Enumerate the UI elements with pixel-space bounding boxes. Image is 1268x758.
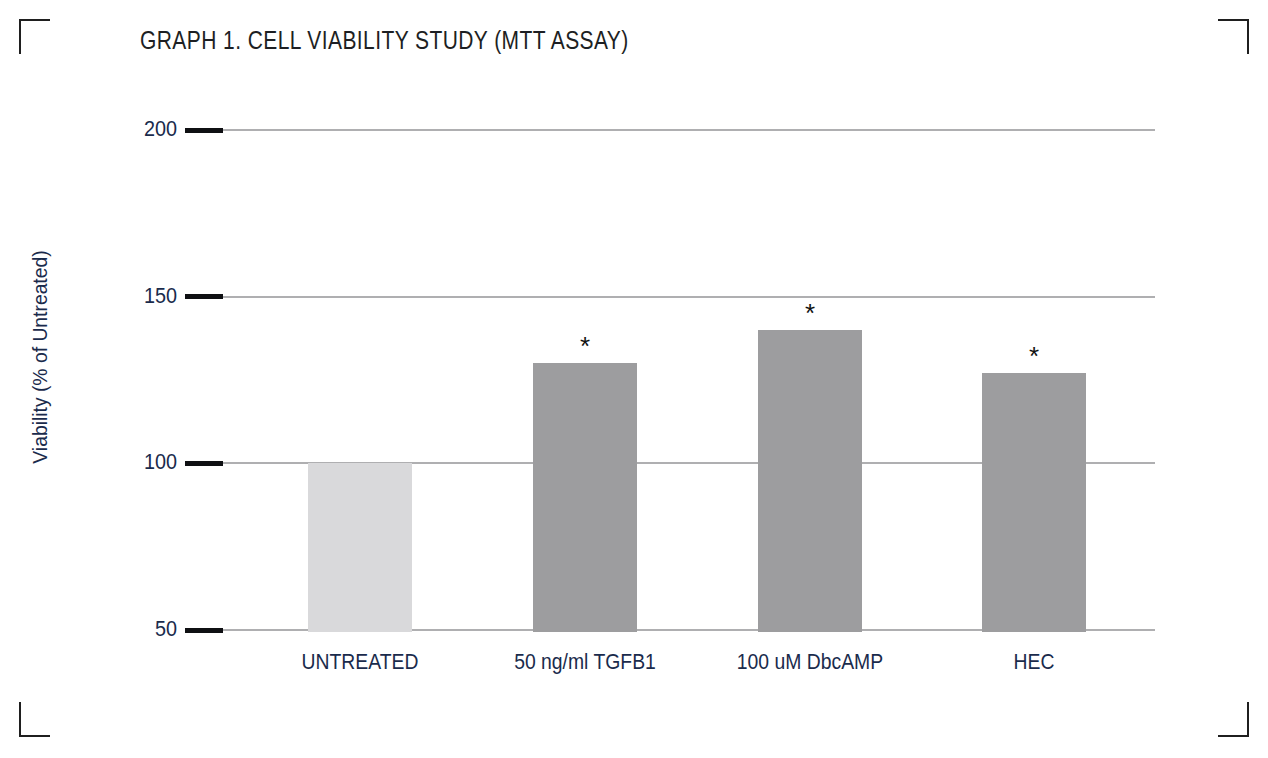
y-axis-tick-50 <box>185 628 223 633</box>
significance-asterisk-100-um-dbcamp: * <box>795 300 825 326</box>
significance-asterisk-50-ng-ml-tgfb1: * <box>570 333 600 359</box>
corner-mark-top-left <box>19 19 50 54</box>
y-tick-label-50: 50 <box>123 616 177 642</box>
y-axis-tick-200 <box>185 128 223 133</box>
bar-untreated <box>308 463 412 632</box>
figure-page: GRAPH 1. CELL VIABILITY STUDY (MTT ASSAY… <box>0 0 1268 758</box>
chart-title: GRAPH 1. CELL VIABILITY STUDY (MTT ASSAY… <box>140 26 629 55</box>
bar-50-ng-ml-tgfb1 <box>533 363 637 632</box>
bar-hec <box>982 373 1086 632</box>
significance-asterisk-hec: * <box>1019 343 1049 369</box>
y-axis-title: Viability (% of Untreated) <box>28 250 52 463</box>
corner-mark-top-right <box>1218 19 1249 54</box>
gridline-150 <box>185 296 1155 298</box>
x-axis-label-hec: HEC <box>955 649 1113 675</box>
gridline-200 <box>185 129 1155 131</box>
y-tick-label-200: 200 <box>123 116 177 142</box>
bar-100-um-dbcamp <box>758 330 862 632</box>
corner-mark-bottom-left <box>19 702 50 737</box>
y-tick-label-150: 150 <box>123 283 177 309</box>
y-axis-tick-150 <box>185 294 223 299</box>
x-axis-label-untreated: UNTREATED <box>281 649 439 675</box>
y-axis-tick-100 <box>185 461 223 466</box>
x-axis-label-100-um-dbcamp: 100 uM DbcAMP <box>731 649 889 675</box>
corner-mark-bottom-right <box>1218 702 1249 737</box>
x-axis-label-50-ng-ml-tgfb1: 50 ng/ml TGFB1 <box>506 649 664 675</box>
y-tick-label-100: 100 <box>123 449 177 475</box>
